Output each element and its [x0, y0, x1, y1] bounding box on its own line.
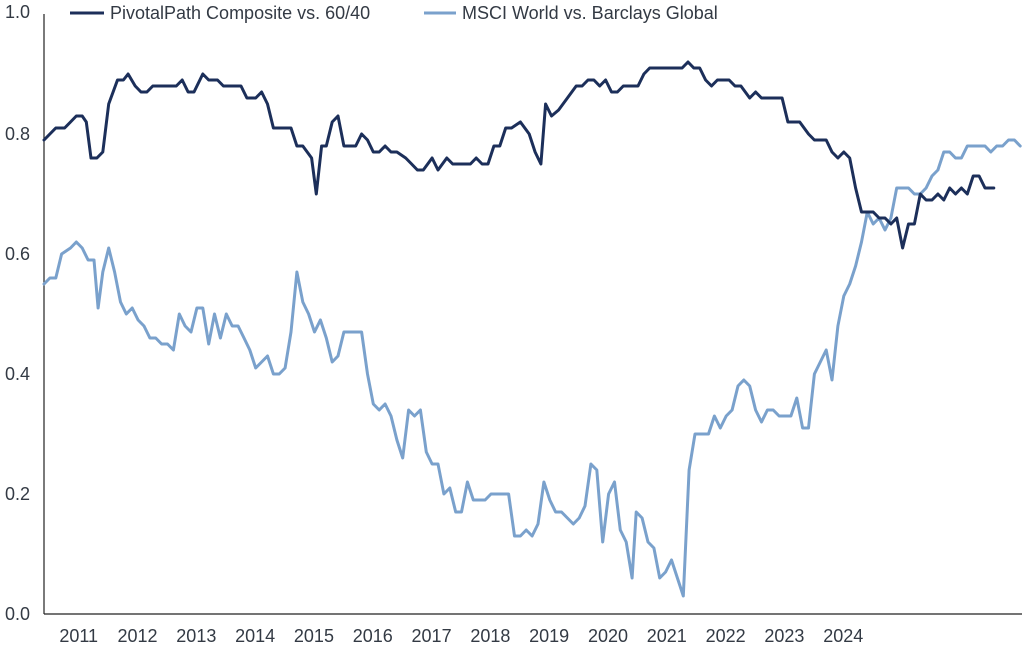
series-line-pivotalpath [42, 60, 996, 250]
x-tick-label: 2022 [706, 626, 746, 646]
series-line-msci-world [42, 138, 1022, 598]
x-tick-label: 2016 [353, 626, 393, 646]
y-tick-labels: 0.0 0.2 0.4 0.6 0.8 1.0 [5, 2, 30, 624]
legend-label-pivotalpath: PivotalPath Composite vs. 60/40 [110, 3, 370, 23]
x-tick-label: 2011 [59, 626, 98, 646]
y-tick-label: 0.6 [5, 244, 30, 264]
y-tick-label: 1.0 [5, 2, 30, 22]
x-tick-labels: 2011 2012 2013 2014 2015 2016 2017 2018 2019 2020… [59, 626, 863, 646]
y-tick-label: 0.4 [5, 364, 30, 384]
legend-label-msci-world: MSCI World vs. Barclays Global [462, 3, 718, 23]
axes [43, 14, 1022, 615]
x-tick-label: 2021 [647, 626, 687, 646]
x-tick-label: 2014 [235, 626, 275, 646]
x-tick-label: 2017 [412, 626, 452, 646]
x-tick-label: 2019 [529, 626, 569, 646]
x-tick-label: 2013 [176, 626, 216, 646]
x-tick-label: 2018 [470, 626, 510, 646]
x-tick-label: 2015 [294, 626, 334, 646]
legend: PivotalPath Composite vs. 60/40 MSCI Wor… [70, 3, 718, 23]
x-tick-label: 2024 [823, 626, 863, 646]
x-tick-label: 2023 [764, 626, 804, 646]
x-tick-label: 2012 [117, 626, 157, 646]
y-tick-label: 0.0 [5, 604, 30, 624]
y-tick-label: 0.2 [5, 484, 30, 504]
y-tick-label: 0.8 [5, 124, 30, 144]
x-tick-label: 2020 [588, 626, 628, 646]
series-layer [42, 60, 1022, 598]
